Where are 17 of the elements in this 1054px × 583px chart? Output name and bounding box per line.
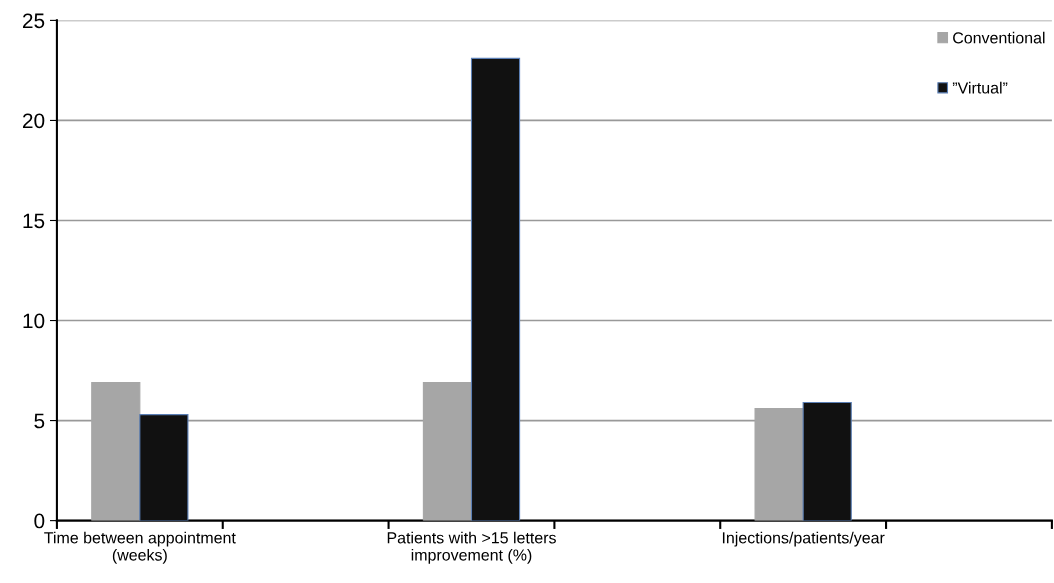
legend-label: Conventional (953, 31, 1045, 44)
bar (91, 382, 141, 521)
bar (470, 57, 521, 521)
legend-label: ”Virtual” (952, 81, 1008, 94)
x-tick-label: Time between appointment (weeks) (44, 531, 236, 564)
y-tick-label: 10 (23, 313, 45, 329)
y-tick-label: 20 (22, 113, 45, 129)
bar (754, 408, 804, 521)
y-tick-label: 15 (23, 213, 45, 229)
x-tick-label: Patients with >15 letters improvement (%) (387, 531, 556, 564)
bar (422, 382, 473, 521)
y-tick-label: 0 (34, 513, 45, 529)
bar (802, 402, 852, 521)
y-tick-label: 5 (34, 413, 45, 429)
y-tick-label: 25 (22, 13, 45, 29)
bar (139, 414, 189, 521)
x-tick-label: Injections/patients/year (722, 531, 885, 547)
